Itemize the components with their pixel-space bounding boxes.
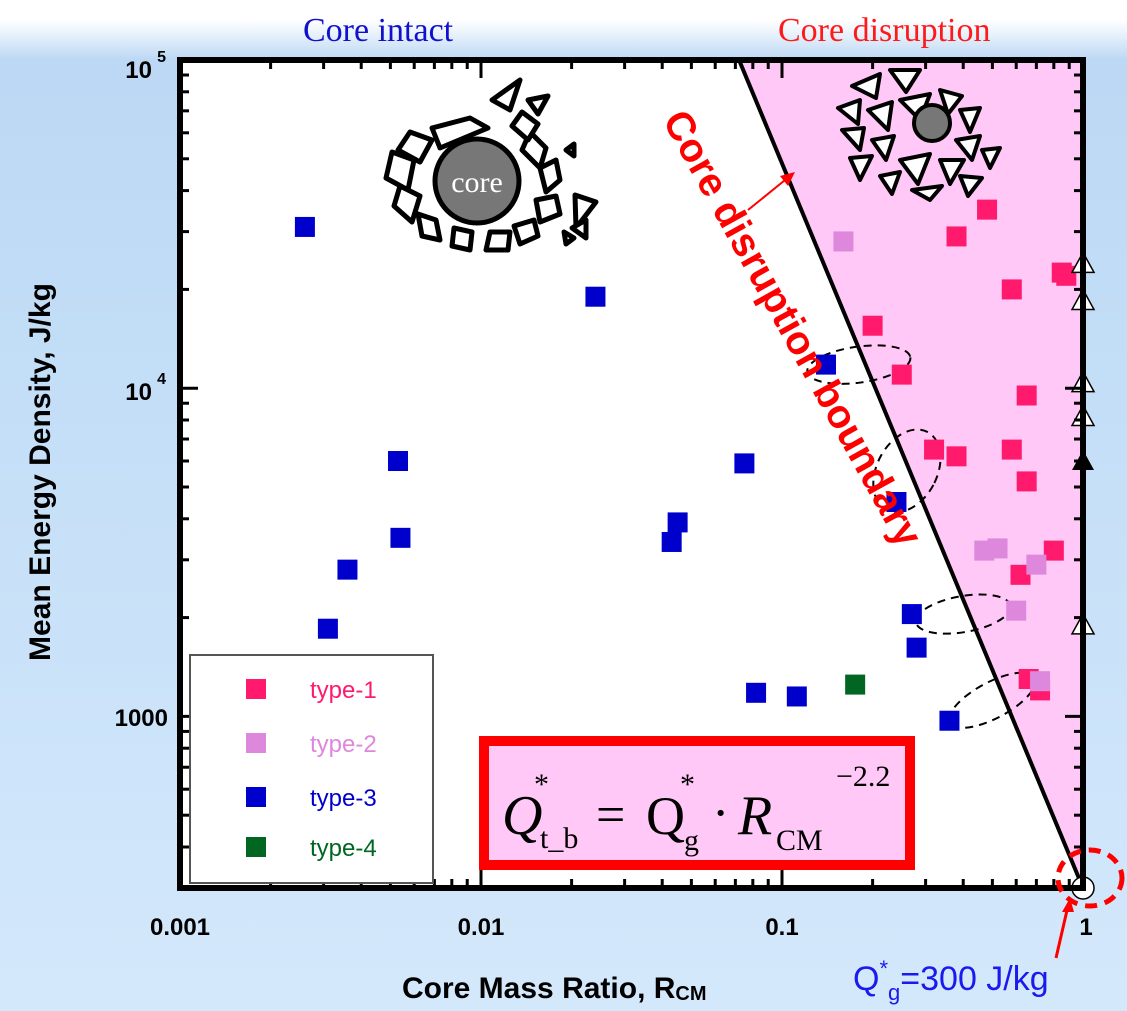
y-tick-label-100000-exp: 5 (157, 49, 166, 66)
marker-type-3 (906, 637, 927, 658)
x-tick-label-0.001: 0.001 (150, 914, 210, 941)
formula-exp: −2.2 (836, 760, 890, 793)
core-sphere (432, 136, 522, 226)
marker-type-3 (746, 682, 767, 703)
x-axis-label: Core Mass Ratio, RCM (402, 972, 707, 1005)
legend-swatch-type-4 (246, 837, 266, 857)
formula-box: Q * t_b = Q * g · R CM −2.2 (479, 736, 915, 870)
marker-type-1 (1043, 540, 1064, 561)
marker-type-3 (388, 451, 409, 472)
core-disruption-title: Core disruption (778, 12, 990, 49)
marker-type-4 (845, 674, 866, 695)
legend-swatch-type-2 (246, 733, 266, 753)
marker-type-3 (939, 710, 960, 731)
plot-frame (177, 57, 1086, 891)
formula-r: R (737, 785, 772, 847)
core-label: core (451, 166, 503, 199)
formula: Q (502, 785, 542, 847)
marker-type-3 (901, 604, 922, 625)
formula-dot: · (712, 785, 729, 842)
disrupted-core-sphere (912, 103, 952, 143)
legend-label-type-4: type-4 (310, 835, 377, 862)
marker-type-1 (924, 439, 945, 460)
highlight-ellipse (806, 344, 912, 385)
marker-type-1 (1016, 471, 1037, 492)
marker-type-1 (946, 226, 967, 247)
x-tick-label-0.1: 0.1 (765, 914, 798, 941)
axis-ticks (178, 58, 1085, 890)
marker-type-1 (977, 199, 998, 220)
marker-type-3 (337, 559, 358, 580)
legend-box (189, 654, 434, 884)
formula-lhs-sub: t_b (540, 822, 578, 855)
y-tick-label-10000-exp: 4 (157, 371, 166, 388)
x-tick-label-0.01: 0.01 (458, 914, 505, 941)
intact-core-illustration (383, 77, 599, 253)
highlight-ellipse (872, 428, 942, 514)
marker-type-3 (815, 354, 836, 375)
data-markers (294, 199, 1096, 900)
y-tick-labels: 1000 10 4 10 5 (115, 49, 168, 732)
marker-type-2 (1006, 600, 1027, 621)
marker-type-1 (1016, 385, 1037, 406)
marker-type-3 (734, 453, 755, 474)
formula-frame (479, 736, 915, 870)
marker-type-3 (317, 618, 338, 639)
marker-type-3 (294, 216, 315, 237)
legend-label-type-2: type-2 (310, 731, 377, 758)
legend-swatch-type-3 (246, 787, 266, 807)
legend-label-type-1: type-1 (310, 677, 377, 704)
marker-type-1 (946, 446, 967, 467)
formula-lhs-star: * (534, 768, 549, 801)
y-tick-label-100000: 10 (125, 57, 152, 84)
x-tick-labels: 0.001 0.01 0.1 1 (150, 914, 1093, 941)
y-tick-label-10000: 10 (125, 379, 152, 406)
marker-type-1 (1010, 564, 1031, 585)
formula-r-sub: CM (776, 824, 823, 857)
boundary-arrow (747, 172, 795, 211)
marker-type-3 (786, 686, 807, 707)
legend: type-1 type-2 type-3 type-4 (189, 654, 434, 884)
marker-type-3 (585, 286, 606, 307)
marker-type-3 (886, 492, 907, 513)
marker-type-1 (1001, 279, 1022, 300)
qg-highlight-circle (1055, 847, 1125, 909)
y-tick-label-10000-base: 10 (125, 379, 152, 406)
formula-eq: = (596, 787, 625, 844)
formula-q-sub: g (684, 824, 699, 857)
formula-q: Q (646, 786, 685, 846)
legend-swatch-type-1 (246, 679, 266, 699)
marker-type-1 (891, 364, 912, 385)
disrupted-core-illustration (836, 68, 1002, 202)
qg-arrow (1054, 898, 1074, 959)
marker-type-2 (833, 231, 854, 252)
marker-type-1 (1056, 265, 1077, 286)
marker-type-3 (390, 527, 411, 548)
legend-label-type-3: type-3 (310, 785, 377, 812)
formula-q-star: * (680, 768, 695, 801)
x-tick-label-1: 1 (1079, 914, 1092, 941)
core-intact-title: Core intact (303, 12, 454, 49)
marker-type-2 (1026, 554, 1047, 575)
marker-type-3 (661, 531, 682, 552)
qg-annotation: Q*g=300 J/kg (853, 956, 1049, 1005)
boundary-line (737, 59, 1085, 889)
marker-type-1 (862, 315, 883, 336)
marker-type-2 (1030, 671, 1051, 692)
marker-type-1 (1001, 439, 1022, 460)
y-tick-label-1000: 1000 (115, 705, 168, 732)
marker-type-2 (987, 538, 1008, 559)
marker-type-3 (667, 512, 688, 533)
y-axis-label: Mean Energy Density, J/kg (24, 283, 57, 661)
